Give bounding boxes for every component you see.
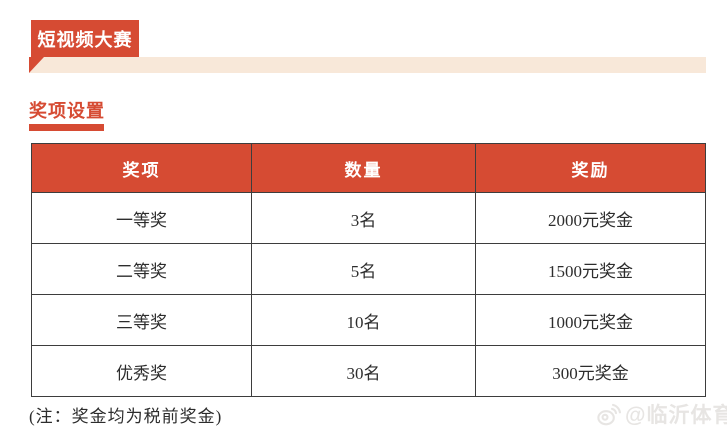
header-cell-reward: 奖励 [475,143,706,193]
cell-reward: 2000元奖金 [475,192,706,244]
weibo-icon [597,403,622,426]
table-row: 一等奖 3名 2000元奖金 [31,192,706,244]
table-row: 优秀奖 30名 300元奖金 [31,345,706,397]
weibo-watermark: @临沂体育 [595,399,727,429]
cell-award: 优秀奖 [31,345,252,397]
cell-quantity: 30名 [251,345,476,397]
banner-title: 短视频大赛 [37,29,133,50]
watermark-handle: @临沂体育 [625,404,727,427]
banner-title-box: 短视频大赛 [31,20,139,57]
section-heading-underline [29,124,104,131]
table-row: 二等奖 5名 1500元奖金 [31,243,706,295]
cell-reward: 1500元奖金 [475,243,706,295]
cell-quantity: 3名 [251,192,476,244]
header-cell-award: 奖项 [31,143,252,193]
cell-quantity: 10名 [251,294,476,346]
note-text: (注：奖金均为税前奖金) [29,407,223,426]
cell-quantity: 5名 [251,243,476,295]
section-heading: 奖项设置 [29,101,105,121]
cell-award: 二等奖 [31,243,252,295]
ribbon-bar [29,57,706,73]
awards-table: 奖项 数量 奖励 一等奖 3名 2000元奖金 二等奖 5名 1500元奖金 三… [31,143,706,397]
cell-reward: 1000元奖金 [475,294,706,346]
table-header-row: 奖项 数量 奖励 [31,143,706,193]
table-row: 三等奖 10名 1000元奖金 [31,294,706,346]
cell-award: 三等奖 [31,294,252,346]
header-cell-quantity: 数量 [251,143,476,193]
cell-award: 一等奖 [31,192,252,244]
cell-reward: 300元奖金 [475,345,706,397]
